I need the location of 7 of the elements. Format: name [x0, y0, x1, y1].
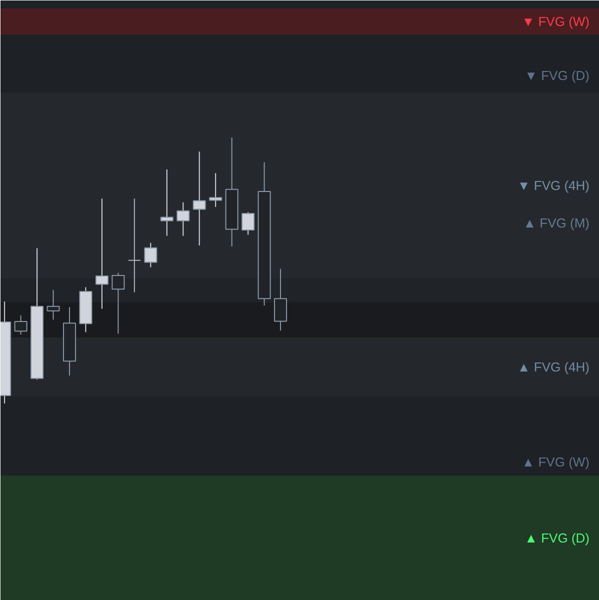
band-label: ▲ FVG (M): [523, 215, 590, 230]
band-label: ▼ FVG (W): [522, 14, 590, 30]
band-label: ▲ FVG (W): [522, 454, 590, 470]
band-label: ▼ FVG (4H): [517, 178, 590, 193]
band-label: ▼ FVG (D): [524, 68, 590, 83]
band-label: ▲ FVG (D): [524, 530, 590, 546]
band-label: ▲ FVG (4H): [517, 359, 590, 374]
